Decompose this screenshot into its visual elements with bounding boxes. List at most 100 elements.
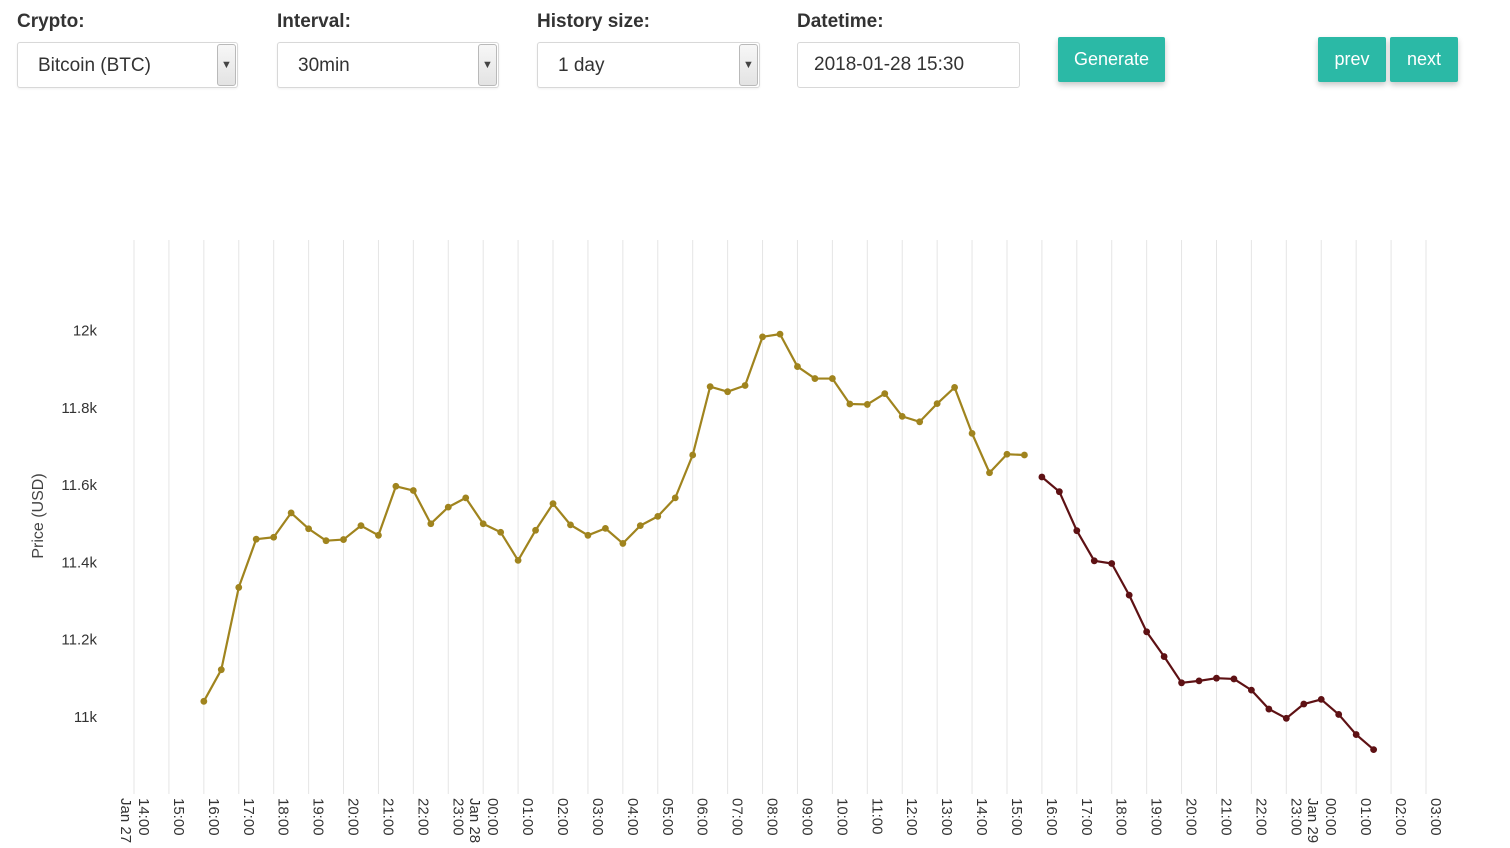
interval-label: Interval:: [277, 11, 351, 32]
y-axis-ticks: 11k 11.2k 11.4k 11.6k 11.8k 12k: [61, 323, 97, 726]
x-tick-label: 13:00: [938, 798, 955, 836]
prev-button[interactable]: prev: [1318, 37, 1386, 82]
history-point: [1003, 450, 1011, 458]
forecast-point: [1352, 731, 1360, 738]
chevron-down-icon[interactable]: ▼: [739, 44, 758, 86]
history-point: [811, 375, 819, 382]
y-axis-label: Price (USD): [30, 473, 47, 558]
history-point: [654, 512, 662, 520]
history-point: [584, 531, 592, 539]
history-point: [567, 521, 574, 529]
x-tick-label: 02:00: [554, 798, 571, 836]
history-point: [340, 536, 347, 543]
generate-button[interactable]: Generate: [1058, 37, 1165, 82]
history-point: [427, 520, 435, 528]
forecast-point: [1213, 674, 1220, 682]
history-point: [409, 487, 417, 494]
history-size-select-value: 1 day: [558, 55, 605, 76]
history-point: [724, 388, 732, 396]
x-tick-label: 22:00: [1252, 798, 1269, 836]
x-tick-label: 01:00: [1357, 798, 1374, 836]
history-point: [287, 509, 295, 517]
forecast-line: [1041, 476, 1375, 751]
history-point: [759, 333, 766, 341]
history-point: [933, 400, 941, 408]
history-point: [305, 525, 312, 533]
grid-lines: [133, 240, 1427, 794]
x-tick-label: 22:00: [414, 798, 431, 836]
crypto-label: Crypto:: [17, 11, 85, 32]
x-tick-label: 01:00: [519, 798, 536, 836]
next-button[interactable]: next: [1390, 37, 1458, 82]
history-point: [741, 382, 749, 389]
forecast-point: [1125, 591, 1133, 599]
chevron-down-icon[interactable]: ▼: [217, 44, 236, 86]
x-tick-label: 16:00: [205, 798, 222, 836]
history-point: [846, 400, 854, 408]
x-tick-label: 03:00: [589, 798, 606, 836]
x-tick-label: 23:00: [1287, 798, 1304, 836]
history-point: [619, 540, 627, 547]
x-tick-label: 21:00: [379, 798, 396, 836]
x-tick-label: 03:00: [1427, 798, 1444, 836]
x-tick-label: 20:00: [345, 798, 362, 836]
history-point: [270, 533, 278, 541]
history-point: [916, 418, 924, 426]
x-tick-label: 05:00: [659, 798, 676, 836]
y-tick-label: 11.2k: [61, 632, 97, 649]
forecast-point: [1282, 714, 1290, 722]
x-tick-label: 19:00: [1148, 798, 1165, 836]
history-point: [200, 697, 208, 705]
forecast-point: [1038, 473, 1046, 481]
history-point: [444, 503, 452, 511]
y-tick-label: 11.6k: [61, 477, 97, 494]
forecast-point: [1300, 700, 1308, 708]
x-tick-label: 07:00: [729, 798, 746, 836]
x-tick-label: 17:00: [240, 798, 257, 836]
forecast-point: [1248, 686, 1255, 694]
history-point: [706, 383, 714, 391]
history-point: [235, 584, 243, 591]
crypto-select[interactable]: Bitcoin (BTC) ▼: [17, 42, 238, 88]
history-point: [671, 494, 679, 502]
forecast-point: [1178, 679, 1185, 687]
history-point: [532, 526, 539, 534]
history-point: [497, 528, 505, 536]
history-point: [794, 363, 801, 370]
interval-field: Interval: 30min ▼: [277, 10, 499, 88]
x-tick-label: 14:00: [973, 798, 990, 836]
x-tick-label: 02:00: [1392, 798, 1409, 836]
crypto-select-value: Bitcoin (BTC): [38, 55, 151, 76]
x-tick-label: 00:00: [1322, 798, 1339, 836]
forecast-point: [1055, 488, 1063, 496]
forecast-point: [1370, 746, 1378, 753]
history-point: [479, 520, 487, 528]
x-tick-label: 17:00: [1078, 798, 1095, 836]
x-tick-date-label: Jan 29: [1304, 798, 1321, 843]
x-tick-label: 11:00: [868, 798, 885, 834]
x-tick-label: 06:00: [694, 798, 711, 836]
x-tick-label: 21:00: [1217, 798, 1234, 836]
history-size-select[interactable]: 1 day ▼: [537, 42, 760, 88]
datetime-input[interactable]: [797, 42, 1020, 88]
x-tick-date-label: Jan 27: [117, 798, 134, 843]
chevron-down-icon[interactable]: ▼: [478, 44, 497, 86]
forecast-point: [1265, 705, 1273, 713]
forecast-point: [1195, 677, 1203, 685]
history-point: [375, 531, 382, 539]
x-tick-label: 16:00: [1043, 798, 1060, 836]
forecast-point: [1108, 560, 1116, 567]
interval-select[interactable]: 30min ▼: [277, 42, 499, 88]
history-point: [549, 500, 557, 508]
x-tick-label: 20:00: [1183, 798, 1200, 836]
x-tick-label: 19:00: [310, 798, 327, 836]
x-tick-label: 15:00: [170, 798, 187, 836]
x-tick-label: 08:00: [764, 798, 781, 836]
history-line: [202, 333, 1025, 702]
history-point: [828, 375, 836, 382]
forecast-point: [1073, 527, 1081, 535]
datetime-field: Datetime:: [797, 10, 1020, 88]
history-point: [252, 535, 260, 543]
forecast-point: [1335, 711, 1343, 718]
